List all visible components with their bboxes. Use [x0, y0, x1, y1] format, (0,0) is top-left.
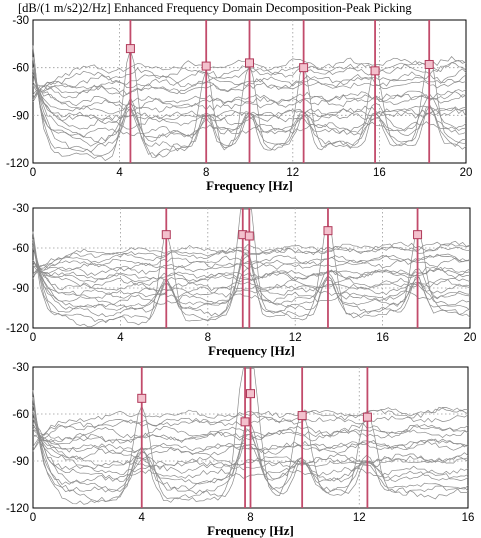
x-tick-label: 4: [116, 167, 123, 179]
sv-curve: [32, 241, 471, 276]
x-tick-label: 16: [376, 332, 389, 344]
sv-curve: [32, 239, 471, 306]
y-tick-label: -120: [6, 323, 29, 335]
x-tick-label: 8: [247, 512, 253, 524]
sv-curve: [32, 245, 471, 299]
y-tick-label: -60: [12, 243, 29, 255]
x-tick-label: 12: [286, 167, 299, 179]
y-tick-label: -30: [12, 15, 29, 27]
sv-curve: [32, 253, 471, 276]
x-tick-label: 4: [139, 512, 146, 524]
peak-marker: [297, 411, 307, 421]
x-tick-label: 12: [353, 512, 366, 524]
sv-curves: [32, 208, 471, 328]
x-tick-label: 0: [30, 332, 36, 344]
y-tick-label: -60: [12, 409, 29, 421]
sv-curve: [32, 257, 471, 272]
x-axis-label: Frequency [Hz]: [207, 523, 294, 538]
y-tick-label: -120: [6, 503, 29, 515]
x-tick-label: 8: [203, 167, 209, 179]
chart-title: [dB/(1 m/s2)2/Hz] Enhanced Frequency Dom…: [18, 1, 412, 15]
chart-panel-3: 0 4 8 12 16 -30 -60 -90 -120 Frequency [Hz]: [6, 362, 474, 538]
y-tick-label: -90: [12, 283, 29, 295]
sv-curve: [32, 248, 471, 292]
x-tick-label: 4: [117, 332, 124, 344]
peak-marker: [413, 230, 423, 240]
peak-marker: [125, 44, 135, 54]
sv-curve: [32, 246, 471, 299]
peak-marker: [370, 66, 380, 76]
peak-marker: [240, 417, 250, 427]
y-tick-label: -30: [12, 362, 29, 374]
y-tick-label: -90: [12, 456, 29, 468]
x-tick-label: 20: [460, 167, 473, 179]
peak-marker: [201, 61, 211, 71]
chart-panel-1: 0 4 8 12 16 20 -30 -60 -90 -120 Frequency [Hz]: [6, 15, 472, 193]
x-tick-label: 16: [373, 167, 386, 179]
x-tick-label: 12: [289, 332, 302, 344]
peak-marker: [323, 226, 333, 236]
y-tick-label: -120: [6, 158, 29, 170]
y-tick-label: -60: [12, 63, 29, 75]
sv-curve: [32, 246, 471, 276]
peak-marker: [362, 412, 372, 422]
y-tick-label: -90: [12, 110, 29, 122]
sv-curve: [32, 259, 471, 280]
x-tick-label: 16: [462, 512, 475, 524]
peak-marker: [161, 230, 171, 240]
peak-marker: [137, 393, 147, 403]
x-tick-label: 8: [205, 332, 211, 344]
sv-curve: [32, 253, 471, 274]
y-tick-label: -30: [12, 203, 29, 215]
peak-marker: [246, 389, 255, 399]
x-tick-label: 0: [30, 512, 36, 524]
x-tick-label: 0: [30, 167, 36, 179]
peak-marker: [299, 63, 309, 73]
x-tick-label: 20: [464, 332, 477, 344]
peak-marker: [245, 58, 254, 68]
sv-curve: [32, 208, 471, 328]
chart-panel-2: 0 4 8 12 16 20 -30 -60 -90 -120 Frequency [Hz]: [6, 203, 476, 358]
x-axis-label: Frequency [Hz]: [206, 178, 293, 193]
panels: 0 4 8 12 16 20 -30 -60 -90 -120 Frequency [Hz] 0 4 8 1…: [6, 15, 476, 538]
x-axis-label: Frequency [Hz]: [208, 343, 295, 358]
peak-marker: [244, 231, 254, 241]
peak-marker: [424, 59, 434, 69]
sv-curve: [32, 240, 471, 279]
